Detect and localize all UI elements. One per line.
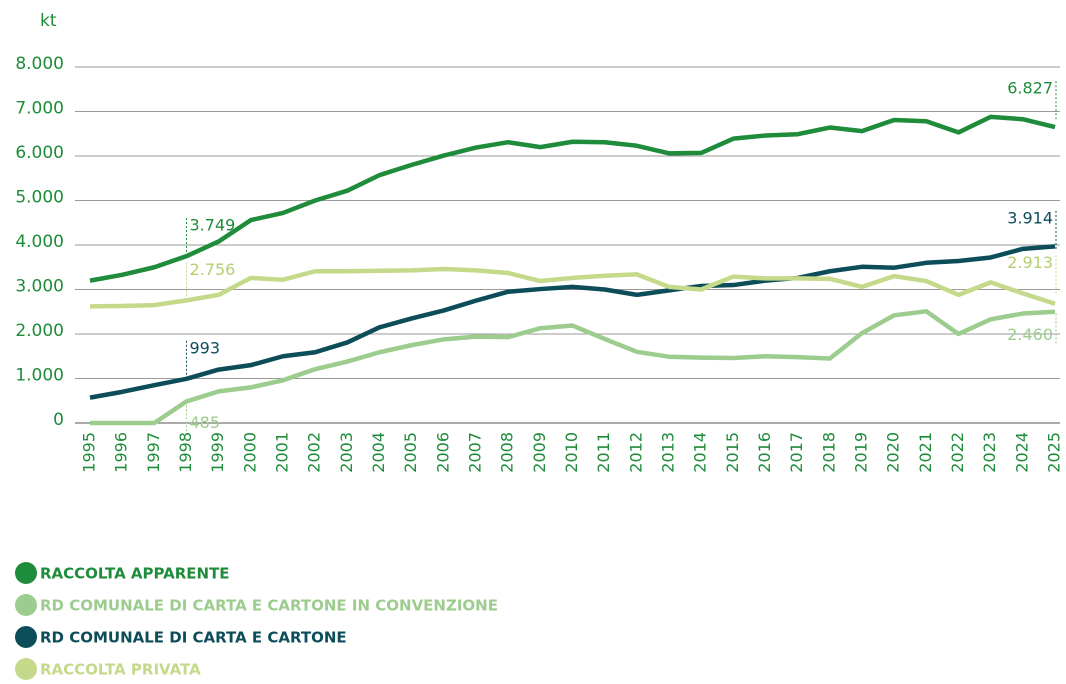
x-tick-label: 1997 bbox=[144, 432, 163, 473]
legend-label: RACCOLTA APPARENTE bbox=[40, 565, 230, 583]
x-tick-label: 2011 bbox=[594, 432, 613, 473]
value-label: 993 bbox=[190, 338, 221, 357]
series-line bbox=[89, 114, 1056, 283]
x-tick-label: 1999 bbox=[208, 432, 227, 473]
y-unit: kt bbox=[40, 11, 57, 31]
x-tick-label: 2025 bbox=[1045, 432, 1064, 473]
series-line bbox=[90, 309, 1056, 426]
value-label: 485 bbox=[190, 413, 221, 432]
legend-label: RD COMUNALE DI CARTA E CARTONE bbox=[40, 629, 347, 647]
x-tick-label: 2017 bbox=[787, 432, 806, 473]
x-tick-label: 1995 bbox=[80, 432, 99, 473]
value-label: 2.756 bbox=[190, 260, 236, 279]
y-tick-label: 7.000 bbox=[15, 99, 64, 119]
legend-swatch bbox=[15, 594, 37, 616]
x-tick-label: 2023 bbox=[980, 432, 999, 473]
y-tick-label: 4.000 bbox=[15, 232, 64, 252]
value-label: 2.460 bbox=[1007, 325, 1053, 344]
x-tick-label: 2012 bbox=[626, 432, 645, 473]
y-tick-label: 8.000 bbox=[15, 54, 64, 74]
legend-swatch bbox=[15, 562, 37, 584]
x-tick-label: 2008 bbox=[498, 432, 517, 473]
x-tick-label: 2001 bbox=[273, 432, 292, 473]
x-tick-label: 2022 bbox=[948, 432, 967, 473]
x-tick-label: 2024 bbox=[1012, 432, 1031, 473]
value-label: 3.749 bbox=[190, 216, 236, 235]
legend-swatch bbox=[15, 626, 37, 648]
x-tick-label: 2003 bbox=[337, 432, 356, 473]
value-label: 2.913 bbox=[1007, 253, 1053, 272]
x-tick-label: 2016 bbox=[755, 432, 774, 473]
x-tick-label: 2013 bbox=[659, 432, 678, 473]
x-tick-label: 2018 bbox=[819, 432, 838, 473]
x-tick-label: 2014 bbox=[691, 432, 710, 473]
x-tick-label: 2002 bbox=[305, 432, 324, 473]
y-tick-label: 0 bbox=[53, 410, 64, 430]
legend-label: RD COMUNALE DI CARTA E CARTONE IN CONVEN… bbox=[40, 597, 498, 615]
x-tick-label: 1996 bbox=[112, 432, 131, 473]
x-tick-label: 1998 bbox=[176, 432, 195, 473]
y-tick-label: 2.000 bbox=[15, 321, 64, 341]
series-line bbox=[89, 266, 1056, 309]
x-tick-label: 2010 bbox=[562, 432, 581, 473]
value-label: 6.827 bbox=[1007, 79, 1053, 98]
series-line bbox=[89, 244, 1056, 400]
legend-label: RACCOLTA PRIVATA bbox=[40, 661, 201, 679]
x-tick-label: 2000 bbox=[240, 432, 259, 473]
x-tick-label: 2020 bbox=[884, 432, 903, 473]
y-tick-label: 5.000 bbox=[15, 188, 64, 208]
y-tick-label: 1.000 bbox=[15, 366, 64, 386]
x-tick-label: 2007 bbox=[466, 432, 485, 473]
x-tick-label: 2015 bbox=[723, 432, 742, 473]
y-tick-label: 3.000 bbox=[15, 277, 64, 297]
x-tick-label: 2005 bbox=[401, 432, 420, 473]
legend-swatch bbox=[15, 658, 37, 680]
y-tick-label: 6.000 bbox=[15, 143, 64, 163]
x-tick-label: 2019 bbox=[852, 432, 871, 473]
x-tick-label: 2004 bbox=[369, 432, 388, 473]
value-label: 3.914 bbox=[1007, 208, 1053, 227]
x-tick-label: 2009 bbox=[530, 432, 549, 473]
x-tick-label: 2021 bbox=[916, 432, 935, 473]
x-tick-label: 2006 bbox=[433, 432, 452, 473]
